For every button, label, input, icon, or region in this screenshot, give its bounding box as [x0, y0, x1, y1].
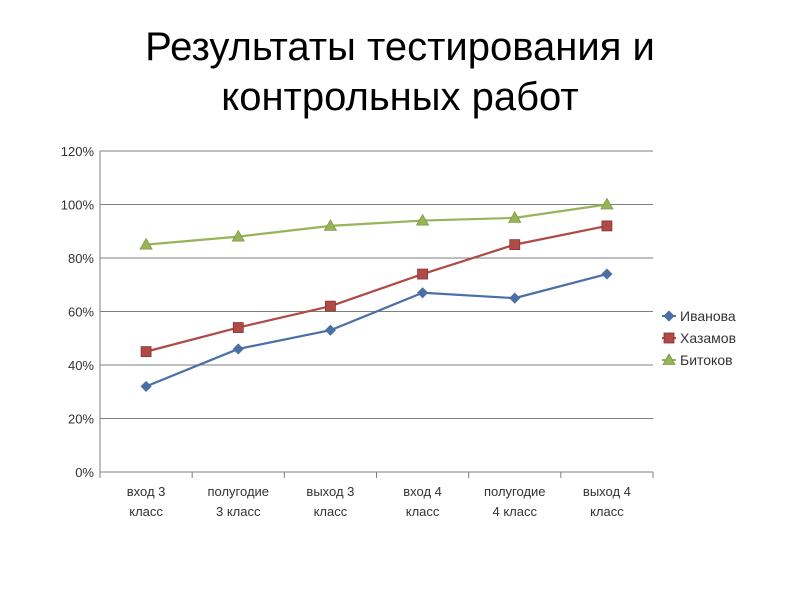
slide-title-line-1: Результаты тестирования и — [145, 25, 655, 69]
legend-label: Хазамов — [680, 330, 736, 346]
x-axis-category-labels: вход 3 класс полугодие 3 класс выход 3 класс в… — [127, 484, 631, 519]
y-tick-label: 120% — [61, 144, 95, 159]
data-point — [601, 220, 613, 232]
data-point — [509, 292, 521, 304]
y-tick-label: 20% — [68, 412, 94, 427]
y-tick-label: 0% — [75, 465, 94, 480]
data-point — [140, 380, 152, 392]
slide-title: Результаты тестирования и контрольных ра… — [0, 22, 800, 122]
legend-entry: Хазамов — [662, 330, 736, 346]
data-point — [325, 300, 336, 312]
legend-label: Битоков — [680, 352, 733, 368]
data-point — [232, 343, 244, 355]
series-line — [145, 224, 608, 353]
y-tick-label: 100% — [61, 198, 95, 213]
data-point — [600, 197, 614, 210]
slide-title-line-2: контрольных работ — [221, 75, 579, 119]
legend-marker — [662, 353, 676, 365]
data-point — [231, 229, 245, 242]
x-category-label: полугодие 3 класс — [207, 484, 269, 519]
data-point — [324, 324, 336, 336]
x-category-label: вход 3 класс — [127, 484, 166, 519]
series-1 — [140, 268, 613, 392]
data-point — [508, 211, 522, 223]
y-tick-label: 60% — [68, 305, 94, 320]
data-point — [601, 268, 613, 280]
x-category-label: выход 3 класс — [306, 484, 354, 519]
data-point — [139, 237, 153, 250]
chart-series — [139, 197, 614, 392]
x-category-label: полугодие 4 класс — [484, 484, 546, 519]
legend-entry: Иванова — [662, 308, 736, 324]
series-3 — [139, 197, 614, 250]
x-category-label: вход 4 класс — [403, 484, 442, 519]
series-2 — [140, 220, 613, 358]
legend-marker — [663, 310, 675, 322]
legend-marker — [663, 332, 675, 344]
data-point — [417, 287, 429, 299]
y-tick-label: 40% — [68, 358, 94, 373]
data-point — [417, 268, 428, 280]
data-point — [323, 219, 338, 231]
legend-entry: Битоков — [662, 352, 733, 368]
data-point — [509, 239, 521, 251]
chart-legend: Иванова Хазамов Битоков — [662, 308, 736, 368]
y-tick-label: 80% — [68, 251, 94, 266]
data-point — [140, 346, 152, 358]
series-line — [145, 272, 608, 388]
chart-axes — [99, 151, 654, 478]
x-category-label: выход 4 класс — [583, 484, 631, 519]
y-axis-tick-labels: 0% 20% 40% 60% 80% 100% 120% — [61, 144, 95, 480]
data-point — [415, 213, 430, 226]
legend-label: Иванова — [680, 308, 736, 324]
series-line — [145, 203, 608, 246]
data-point — [232, 322, 244, 333]
